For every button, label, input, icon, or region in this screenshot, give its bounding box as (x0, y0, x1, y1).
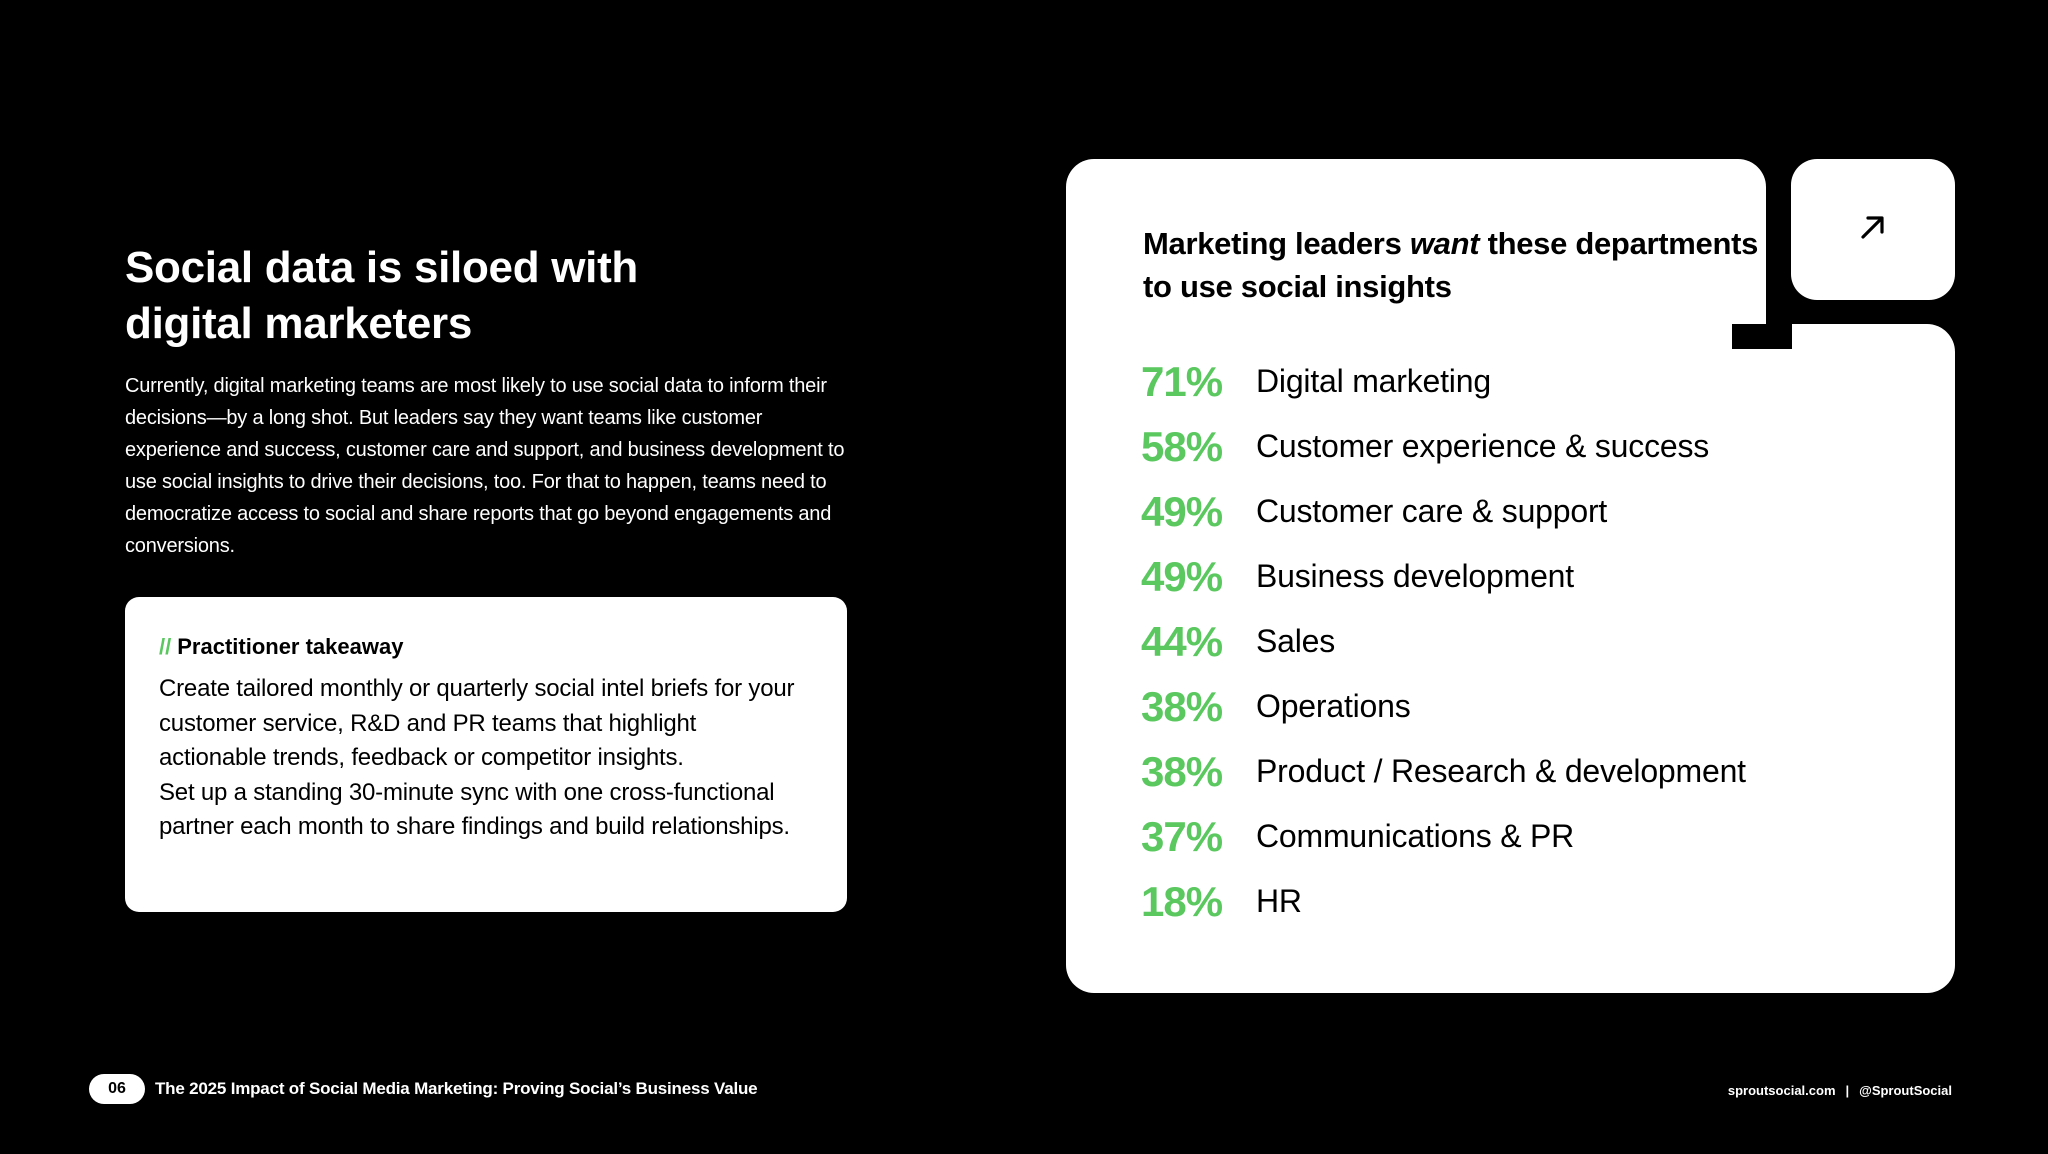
headline: Social data is siloed with digital marke… (125, 240, 825, 352)
card-notch-curve (1732, 289, 1792, 349)
stats-title: Marketing leaders want these departments… (1143, 222, 1783, 308)
stats-title-emphasis: want (1409, 226, 1480, 261)
stat-label: Product / Research & development (1256, 753, 1746, 789)
stat-label: Customer care & support (1256, 493, 1608, 529)
stat-label: HR (1256, 883, 1302, 919)
stat-row: 37% Communications & PR (1141, 804, 1746, 869)
stat-percentage: 38% (1141, 682, 1223, 730)
stats-title-part-2: these departments to use social insights (1143, 226, 1759, 304)
takeaway-title: Practitioner takeaway (177, 634, 404, 659)
stat-label: Sales (1256, 623, 1336, 659)
stat-row: 71% Digital marketing (1141, 349, 1746, 414)
department-stats-list: 71% Digital marketing 58% Customer exper… (1141, 349, 1746, 934)
footer-links: sproutsocial.com | @SproutSocial (1728, 1081, 1952, 1101)
headline-line-2: digital marketers (125, 299, 473, 348)
stat-label: Digital marketing (1256, 363, 1491, 399)
stats-title-part-1: Marketing leaders (1143, 226, 1410, 261)
stat-percentage: 37% (1141, 812, 1223, 860)
stat-percentage: 49% (1141, 487, 1223, 535)
expand-button[interactable] (1791, 159, 1955, 300)
page-number-badge: 06 (89, 1074, 145, 1104)
stat-row: 49% Customer care & support (1141, 479, 1746, 544)
intro-paragraph: Currently, digital marketing teams are m… (125, 375, 845, 557)
stat-row: 18% HR (1141, 869, 1746, 934)
stat-percentage: 58% (1141, 422, 1223, 470)
takeaway-heading: //Practitioner takeaway (159, 633, 403, 661)
stat-percentage: 49% (1141, 552, 1223, 600)
takeaway-paragraph-2: Set up a standing 30-minute sync with on… (159, 778, 790, 841)
stat-label: Customer experience & success (1256, 428, 1710, 464)
stat-label: Business development (1256, 558, 1574, 594)
stat-percentage: 38% (1141, 747, 1223, 795)
takeaway-paragraph-1: Create tailored monthly or quarterly soc… (159, 675, 795, 771)
practitioner-takeaway-card: //Practitioner takeaway Create tailored … (125, 597, 847, 912)
stat-percentage: 18% (1141, 877, 1223, 925)
stat-percentage: 44% (1141, 617, 1223, 665)
arrow-up-right-icon (1861, 216, 1884, 239)
stat-row: 38% Product / Research & development (1141, 739, 1746, 804)
report-title: The 2025 Impact of Social Media Marketin… (155, 1079, 758, 1098)
stat-row: 58% Customer experience & success (1141, 414, 1746, 479)
stat-row: 44% Sales (1141, 609, 1746, 674)
stats-card (1066, 159, 1955, 993)
headline-line-1: Social data is siloed with (125, 243, 639, 292)
stat-label: Communications & PR (1256, 818, 1575, 854)
stat-label: Operations (1256, 688, 1411, 724)
stats-card-top (1066, 159, 1766, 339)
stat-percentage: 71% (1141, 357, 1223, 405)
footer-separator: | (1845, 1083, 1850, 1098)
stat-row: 49% Business development (1141, 544, 1746, 609)
website-link[interactable]: sproutsocial.com (1727, 1083, 1836, 1098)
takeaway-marker: // (159, 634, 172, 659)
social-handle-link[interactable]: @SproutSocial (1859, 1083, 1952, 1098)
stat-row: 38% Operations (1141, 674, 1746, 739)
stats-card-body (1066, 324, 1955, 993)
takeaway-body: Create tailored monthly or quarterly soc… (159, 672, 809, 845)
